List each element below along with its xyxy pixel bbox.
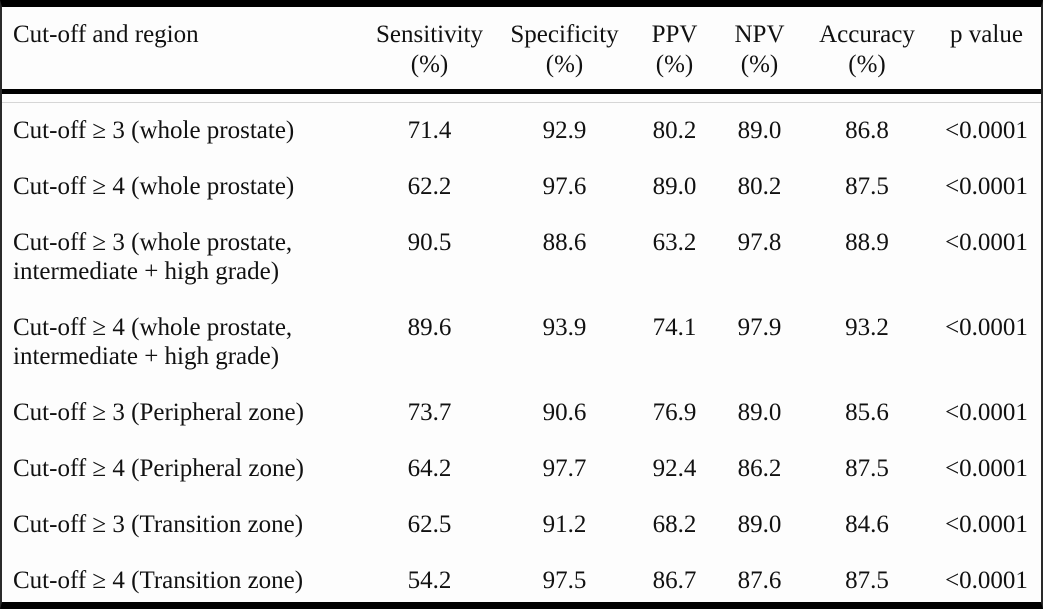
cell-sensitivity: 64.2 <box>407 455 452 482</box>
table-row: Cut-off ≥ 4 (whole prostate, intermediat… <box>2 300 1041 385</box>
cell-npv: 97.9 <box>737 314 782 341</box>
cell-sensitivity: 62.5 <box>407 511 452 538</box>
table-row: Cut-off ≥ 4 (Peripheral zone) 64.2 97.7 … <box>2 441 1041 497</box>
header-sensitivity: Sensitivity (%) <box>362 7 497 94</box>
cell-specificity: 97.5 <box>542 567 587 594</box>
cell-sensitivity: 54.2 <box>407 567 452 594</box>
cell-ppv: 86.7 <box>652 567 697 594</box>
header-label: PPV <box>651 21 698 48</box>
cell-p-value: <0.0001 <box>945 511 1028 538</box>
table-row: Cut-off ≥ 3 (whole prostate) 71.4 92.9 8… <box>2 103 1041 159</box>
cell-sensitivity: 89.6 <box>407 314 452 341</box>
cell-npv: 86.2 <box>737 455 782 482</box>
header-label: Accuracy <box>819 21 915 48</box>
cell-ppv: 63.2 <box>652 229 697 256</box>
header-unit: (%) <box>740 51 779 78</box>
cell-region: Cut-off ≥ 4 (Peripheral zone) <box>13 455 304 482</box>
cell-npv: 89.0 <box>737 117 782 144</box>
cell-p-value: <0.0001 <box>945 399 1028 426</box>
cell-sensitivity: 62.2 <box>407 173 452 200</box>
header-unit: (%) <box>410 51 449 78</box>
header-unit: (%) <box>655 51 694 78</box>
header-npv: NPV (%) <box>717 7 802 94</box>
cell-accuracy: 87.5 <box>845 173 889 200</box>
cell-accuracy: 93.2 <box>845 314 889 341</box>
cell-specificity: 88.6 <box>542 229 587 256</box>
header-label: NPV <box>734 21 785 48</box>
table-header: Cut-off and region Sensitivity (%) Speci… <box>2 7 1041 94</box>
cell-region: Cut-off ≥ 3 (Peripheral zone) <box>13 399 304 426</box>
double-rule-gap <box>2 94 1041 103</box>
cell-npv: 97.8 <box>737 229 782 256</box>
header-row: Cut-off and region Sensitivity (%) Speci… <box>2 7 1041 94</box>
cell-specificity: 92.9 <box>542 117 587 144</box>
cell-p-value: <0.0001 <box>945 455 1028 482</box>
cell-specificity: 91.2 <box>542 511 587 538</box>
cell-region: Cut-off ≥ 3 (whole prostate, intermediat… <box>13 229 293 285</box>
cell-ppv: 68.2 <box>652 511 697 538</box>
header-cutoff-and-region: Cut-off and region <box>2 7 362 94</box>
cell-sensitivity: 73.7 <box>407 399 452 426</box>
cell-sensitivity: 71.4 <box>407 117 452 144</box>
cell-p-value: <0.0001 <box>945 173 1028 200</box>
header-label: Specificity <box>510 21 619 48</box>
cell-accuracy: 85.6 <box>845 399 889 426</box>
table-row: Cut-off ≥ 4 (whole prostate) 62.2 97.6 8… <box>2 159 1041 215</box>
cell-ppv: 89.0 <box>652 173 697 200</box>
cell-ppv: 92.4 <box>652 455 697 482</box>
cell-sensitivity: 90.5 <box>407 229 452 256</box>
cell-region: Cut-off ≥ 4 (whole prostate, intermediat… <box>13 314 293 370</box>
table-body: Cut-off ≥ 3 (whole prostate) 71.4 92.9 8… <box>2 94 1041 602</box>
table-row: Cut-off ≥ 3 (Transition zone) 62.5 91.2 … <box>2 497 1041 553</box>
cell-specificity: 97.7 <box>542 455 587 482</box>
cell-specificity: 93.9 <box>542 314 587 341</box>
header-label: Cut-off and region <box>13 21 199 48</box>
header-specificity: Specificity (%) <box>497 7 632 94</box>
cell-specificity: 90.6 <box>542 399 587 426</box>
table-row: Cut-off ≥ 4 (Transition zone) 54.2 97.5 … <box>2 553 1041 602</box>
cell-accuracy: 87.5 <box>845 567 889 594</box>
cell-region: Cut-off ≥ 3 (Transition zone) <box>13 511 304 538</box>
header-p-value: p value <box>932 7 1041 94</box>
table-row: Cut-off ≥ 3 (whole prostate, intermediat… <box>2 215 1041 300</box>
cell-npv: 87.6 <box>737 567 782 594</box>
table-row: Cut-off ≥ 3 (Peripheral zone) 73.7 90.6 … <box>2 385 1041 441</box>
diagnostic-performance-table: Cut-off and region Sensitivity (%) Speci… <box>2 7 1041 602</box>
cell-npv: 89.0 <box>737 399 782 426</box>
cell-p-value: <0.0001 <box>945 229 1028 256</box>
cell-npv: 80.2 <box>737 173 782 200</box>
cell-p-value: <0.0001 <box>945 117 1028 144</box>
cell-accuracy: 88.9 <box>845 229 889 256</box>
cell-region: Cut-off ≥ 4 (whole prostate) <box>13 173 295 200</box>
cell-ppv: 74.1 <box>652 314 697 341</box>
cell-region: Cut-off ≥ 4 (Transition zone) <box>13 567 304 594</box>
header-ppv: PPV (%) <box>632 7 717 94</box>
header-accuracy: Accuracy (%) <box>802 7 932 94</box>
cell-p-value: <0.0001 <box>945 314 1028 341</box>
header-label: p value <box>950 21 1023 48</box>
cell-ppv: 76.9 <box>652 399 697 426</box>
cell-accuracy: 87.5 <box>845 455 889 482</box>
cell-region: Cut-off ≥ 3 (whole prostate) <box>13 117 295 144</box>
header-label: Sensitivity <box>376 21 483 48</box>
cell-accuracy: 84.6 <box>845 511 889 538</box>
cell-accuracy: 86.8 <box>845 117 889 144</box>
cell-ppv: 80.2 <box>652 117 697 144</box>
header-unit: (%) <box>545 51 584 78</box>
cell-specificity: 97.6 <box>542 173 587 200</box>
header-unit: (%) <box>848 51 886 78</box>
cell-npv: 89.0 <box>737 511 782 538</box>
cell-p-value: <0.0001 <box>945 567 1028 594</box>
